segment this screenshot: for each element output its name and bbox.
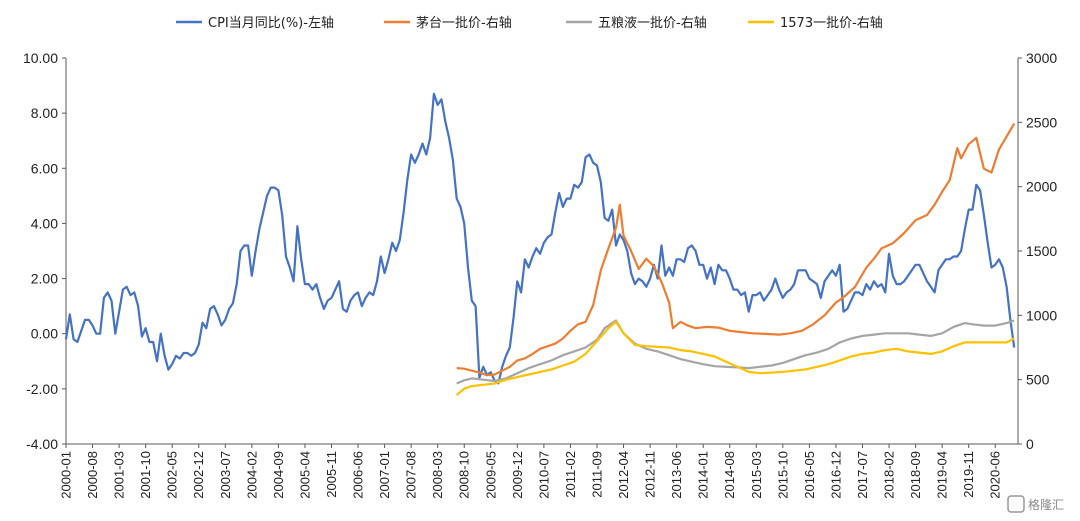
x-tick-label: 2016-12 [828, 451, 843, 499]
x-tick-label: 2010-07 [536, 451, 551, 499]
legend-label: 1573一批价-右轴 [780, 16, 883, 31]
x-tick-label: 2016-05 [802, 451, 817, 499]
x-tick-label: 2015-10 [775, 451, 790, 499]
right-tick-label: 3000 [1026, 50, 1057, 66]
right-tick-label: 2000 [1026, 179, 1057, 195]
x-tick-label: 2015-03 [749, 451, 764, 499]
left-tick-label: 2.00 [31, 271, 58, 287]
x-tick-label: 2000-08 [85, 451, 100, 499]
x-tick-label: 2009-12 [510, 451, 525, 499]
legend-label: 茅台一批价-右轴 [416, 16, 512, 31]
watermark-logo-icon [1007, 495, 1025, 513]
x-tick-label: 2007-08 [404, 451, 419, 499]
x-tick-label: 2018-02 [882, 451, 897, 499]
series-line-2 [456, 319, 1015, 385]
right-tick-label: 1000 [1026, 307, 1057, 323]
x-tick-label: 2014-01 [696, 451, 711, 499]
left-tick-label: -2.00 [26, 381, 58, 397]
left-tick-label: 10.00 [23, 50, 58, 66]
x-tick-label: 2005-04 [297, 451, 312, 499]
x-tick-label: 2001-10 [138, 451, 153, 499]
x-tick-label: 2020-06 [988, 451, 1003, 499]
x-tick-label: 2012-11 [643, 451, 658, 498]
right-tick-label: 1500 [1026, 243, 1057, 259]
right-tick-label: 500 [1026, 372, 1050, 388]
legend: CPI当月同比(%)-左轴 茅台一批价-右轴 五粮液一批价-右轴 1573一批价-右轴 [176, 16, 883, 31]
x-tick-label: 2018-09 [908, 451, 923, 499]
series-line-1 [456, 123, 1016, 377]
x-tick-label: 2017-07 [855, 451, 870, 499]
x-tick-label: 2001-03 [112, 451, 127, 499]
x-tick-label: 2009-05 [483, 451, 498, 499]
watermark-text: 格隆汇 [1028, 497, 1064, 512]
x-tick-label: 2008-10 [457, 451, 472, 499]
x-tick-label: 2000-01 [59, 451, 74, 499]
x-tick-label: 2003-07 [218, 451, 233, 499]
x-tick-label: 2004-09 [271, 451, 286, 499]
x-tick-label: 2008-03 [430, 451, 445, 499]
series-line-0 [64, 92, 1016, 385]
x-tick-label: 2007-01 [377, 451, 392, 499]
x-tick-label: 2012-04 [616, 451, 631, 499]
x-tick-label: 2019-11 [961, 451, 976, 498]
legend-label: 五粮液一批价-右轴 [598, 16, 707, 31]
right-tick-label: 0 [1026, 436, 1034, 452]
left-tick-label: 6.00 [31, 160, 58, 176]
series-line-3 [455, 320, 1015, 396]
x-tick-label: 2002-05 [165, 451, 180, 499]
series-lines [64, 92, 1016, 396]
x-tick-label: 2019-04 [935, 451, 950, 499]
x-tick-label: 2004-02 [244, 451, 259, 499]
x-tick-label: 2011-02 [563, 451, 578, 498]
right-y-axis: 0 500 1000 1500 2000 2500 3000 [1018, 50, 1057, 452]
left-tick-label: 8.00 [31, 105, 58, 121]
x-axis: 2000-01 2000-08 2001-03 2001-10 2002-05 2002-… [59, 444, 1003, 499]
x-tick-label: 2014-08 [722, 451, 737, 499]
left-y-axis: -4.00 -2.00 0.00 2.00 4.00 6.00 8.00 10.00 [23, 50, 66, 452]
left-tick-label: 0.00 [31, 326, 58, 342]
left-tick-label: -4.00 [26, 436, 58, 452]
legend-label: CPI当月同比(%)-左轴 [208, 16, 334, 31]
x-tick-label: 2005-11 [324, 451, 339, 498]
watermark: 格隆汇 [1007, 495, 1064, 513]
x-tick-label: 2002-12 [191, 451, 206, 499]
right-tick-label: 2500 [1026, 114, 1057, 130]
x-tick-label: 2011-09 [589, 451, 604, 498]
left-tick-label: 4.00 [31, 215, 58, 231]
x-tick-label: 2006-06 [351, 451, 366, 499]
x-tick-label: 2013-06 [669, 451, 684, 499]
